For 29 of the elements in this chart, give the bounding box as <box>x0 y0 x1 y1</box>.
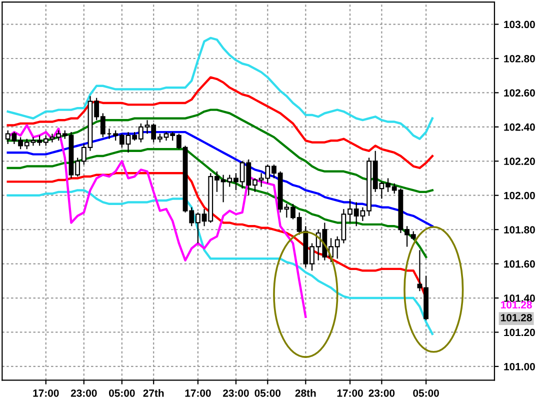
x-tick-label: 05:00 <box>109 389 135 397</box>
line-series <box>6 76 434 170</box>
y-tick-label: 102.60 <box>504 89 535 97</box>
y-tick-label: 101.00 <box>504 362 535 370</box>
y-tick-label: 102.00 <box>504 192 535 200</box>
text: 101.28 <box>501 301 532 309</box>
y-tick-label: 102.80 <box>504 54 535 62</box>
y-tick-label: 101.40 <box>504 294 535 302</box>
y-tick-label: 101.20 <box>504 328 535 336</box>
y-tick-label: 101.60 <box>504 260 535 268</box>
y-tick-label: 102.20 <box>504 158 535 166</box>
y-tick-label: 103.00 <box>504 20 535 28</box>
x-tick-label: 17:00 <box>185 389 211 397</box>
y-tick-label: 101.80 <box>504 226 535 234</box>
x-tick-label: 23:00 <box>368 389 395 397</box>
x-tick-label: 27th <box>143 389 164 397</box>
x-tick-label: 05:00 <box>413 389 439 397</box>
line-series <box>6 189 434 336</box>
x-tick-label: 23:00 <box>223 389 249 397</box>
text: 101.28 <box>501 314 532 322</box>
x-tick-label: 23:00 <box>70 389 97 397</box>
x-tick-label: 17:00 <box>337 389 363 397</box>
line-series <box>6 148 428 258</box>
y-tick-label: 102.40 <box>504 123 535 131</box>
x-tick-label: 17:00 <box>33 389 59 397</box>
line-series <box>6 36 434 140</box>
x-tick-label: 28th <box>295 389 316 397</box>
x-tick-label: 05:00 <box>254 389 281 397</box>
line-series <box>6 108 434 194</box>
